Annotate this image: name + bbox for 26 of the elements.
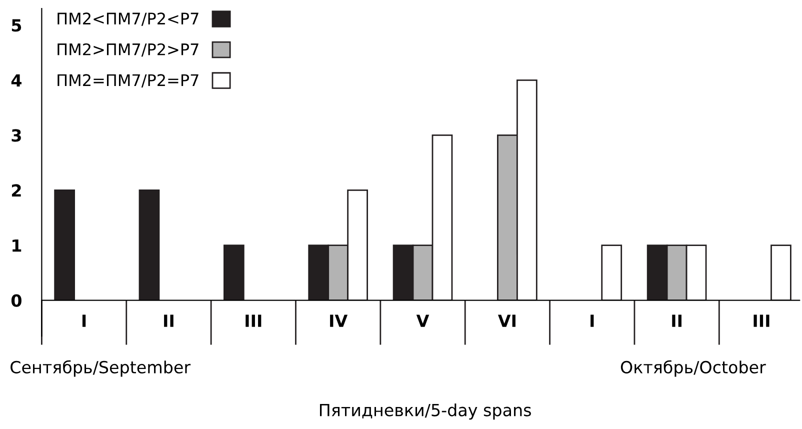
x-tick-label: III — [246, 314, 262, 327]
y-tick-label: 4 — [11, 74, 22, 86]
bar — [138, 190, 160, 300]
text: Октябрь/October — [620, 360, 766, 377]
y-tick-label: 0 — [11, 294, 22, 307]
x-tick-label: VI — [498, 314, 516, 327]
y-tick-label: 5 — [12, 19, 22, 32]
bar — [223, 244, 244, 300]
bar — [601, 244, 622, 300]
x-tick-label: V — [416, 314, 430, 327]
x-axis-title: Пятидневки/5-day spans — [320, 403, 531, 420]
bar — [770, 244, 792, 300]
bar — [54, 190, 75, 300]
legend-label: ПМ2>ПМ7/Р2>Р7 — [58, 43, 198, 57]
y-tick-label: 1 — [12, 239, 22, 252]
y-tick-label: 3 — [12, 129, 21, 142]
x-tick-label: IV — [330, 314, 348, 327]
text: Сентябрь/September — [10, 360, 191, 377]
x-tick-label: I — [590, 314, 594, 327]
y-tick-label: 2 — [12, 184, 21, 197]
x-tick-label: II — [164, 314, 174, 327]
legend-label: ПМ2<ПМ7/Р2<Р7 — [58, 12, 198, 26]
legend-label: ПМ2=ПМ7/Р2=Р7 — [58, 74, 198, 88]
x-tick-label: III — [754, 314, 770, 327]
x-tick-label: I — [82, 314, 86, 327]
x-tick-label: II — [672, 314, 682, 327]
